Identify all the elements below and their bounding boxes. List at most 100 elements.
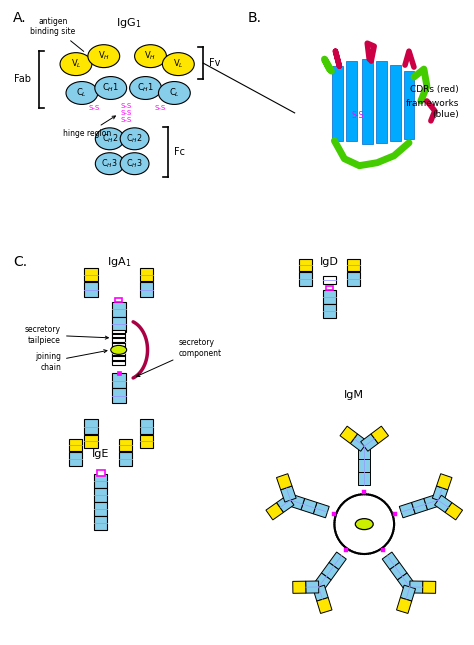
Text: frameworks
(blue): frameworks (blue) <box>405 99 459 119</box>
Text: C.: C. <box>13 255 27 270</box>
Polygon shape <box>397 573 415 590</box>
Text: A.: A. <box>13 12 27 25</box>
Bar <box>347 272 360 286</box>
Text: Fab: Fab <box>14 74 31 84</box>
Text: IgD: IgD <box>320 257 339 267</box>
Bar <box>70 452 82 466</box>
Polygon shape <box>399 502 415 518</box>
Bar <box>139 282 154 297</box>
Polygon shape <box>340 426 357 444</box>
Bar <box>139 268 154 281</box>
Bar <box>112 373 126 388</box>
Text: IgA$_1$: IgA$_1$ <box>107 255 131 269</box>
Bar <box>299 272 312 286</box>
Ellipse shape <box>163 53 194 75</box>
Bar <box>332 66 343 141</box>
Text: Fc: Fc <box>174 147 185 157</box>
Bar <box>139 419 154 434</box>
Polygon shape <box>276 473 292 490</box>
Bar <box>115 298 122 302</box>
Bar <box>119 452 132 466</box>
Text: V$_L$: V$_L$ <box>71 58 82 70</box>
Bar <box>94 502 107 516</box>
Polygon shape <box>313 585 328 601</box>
Ellipse shape <box>95 153 124 175</box>
Text: C$_H$2: C$_H$2 <box>101 132 118 145</box>
Polygon shape <box>371 426 389 444</box>
Bar <box>112 302 126 317</box>
Bar <box>326 286 333 290</box>
Text: S-S: S-S <box>351 112 364 121</box>
Ellipse shape <box>111 346 127 354</box>
Bar <box>112 330 125 365</box>
Text: C$_L$: C$_L$ <box>169 86 180 99</box>
Polygon shape <box>437 473 452 490</box>
Ellipse shape <box>135 45 166 68</box>
Polygon shape <box>293 581 306 593</box>
Ellipse shape <box>158 81 190 104</box>
Polygon shape <box>313 502 329 518</box>
Polygon shape <box>424 495 440 510</box>
Text: S-S: S-S <box>120 103 131 109</box>
Bar <box>84 282 98 297</box>
Bar <box>94 488 107 502</box>
Polygon shape <box>301 499 317 514</box>
Ellipse shape <box>120 128 149 150</box>
Text: hinge region: hinge region <box>63 116 116 138</box>
Text: C$_H$2: C$_H$2 <box>127 132 143 145</box>
Bar <box>94 474 107 488</box>
Polygon shape <box>382 552 400 570</box>
Polygon shape <box>401 585 416 601</box>
Text: C$_L$: C$_L$ <box>76 86 87 99</box>
Ellipse shape <box>120 153 149 175</box>
Polygon shape <box>306 581 319 593</box>
Polygon shape <box>435 495 452 513</box>
Text: S-S: S-S <box>88 105 100 111</box>
Polygon shape <box>390 562 407 580</box>
Text: C$_H$1: C$_H$1 <box>102 82 119 94</box>
Bar <box>347 259 360 271</box>
Bar <box>139 435 154 448</box>
Text: C$_H$1: C$_H$1 <box>137 82 154 94</box>
Bar <box>390 65 401 141</box>
Bar <box>84 435 98 448</box>
Polygon shape <box>358 472 370 485</box>
Ellipse shape <box>95 128 124 150</box>
Polygon shape <box>423 581 436 593</box>
Polygon shape <box>432 486 448 502</box>
Bar <box>323 304 336 318</box>
Text: V$_H$: V$_H$ <box>98 50 110 63</box>
Polygon shape <box>289 495 305 510</box>
Text: S-S: S-S <box>120 117 131 123</box>
Polygon shape <box>445 502 463 520</box>
Text: B.: B. <box>248 12 262 25</box>
Text: CDRs (red): CDRs (red) <box>410 84 459 94</box>
Bar <box>376 61 387 143</box>
Ellipse shape <box>95 77 127 99</box>
Ellipse shape <box>129 77 162 99</box>
Bar <box>299 259 312 271</box>
Ellipse shape <box>66 81 98 104</box>
Bar <box>112 317 126 332</box>
Bar <box>84 268 98 281</box>
Polygon shape <box>397 597 412 613</box>
Bar <box>94 516 107 530</box>
Polygon shape <box>361 434 378 452</box>
Polygon shape <box>321 562 339 580</box>
Polygon shape <box>329 552 346 570</box>
Text: V$_H$: V$_H$ <box>145 50 156 63</box>
Bar <box>70 439 82 451</box>
Polygon shape <box>276 495 294 513</box>
Text: S-S: S-S <box>120 110 131 116</box>
Bar <box>323 276 336 284</box>
Text: C$_H$3: C$_H$3 <box>127 157 143 170</box>
Text: IgG$_1$: IgG$_1$ <box>116 16 141 30</box>
Text: S-S: S-S <box>155 105 166 111</box>
Bar <box>323 290 336 304</box>
Text: antigen
binding site: antigen binding site <box>30 17 84 52</box>
Bar <box>346 61 357 141</box>
Text: secretory
tailpiece: secretory tailpiece <box>25 325 109 344</box>
Bar <box>84 419 98 434</box>
Bar <box>97 470 105 477</box>
Text: IgE: IgE <box>92 450 109 459</box>
